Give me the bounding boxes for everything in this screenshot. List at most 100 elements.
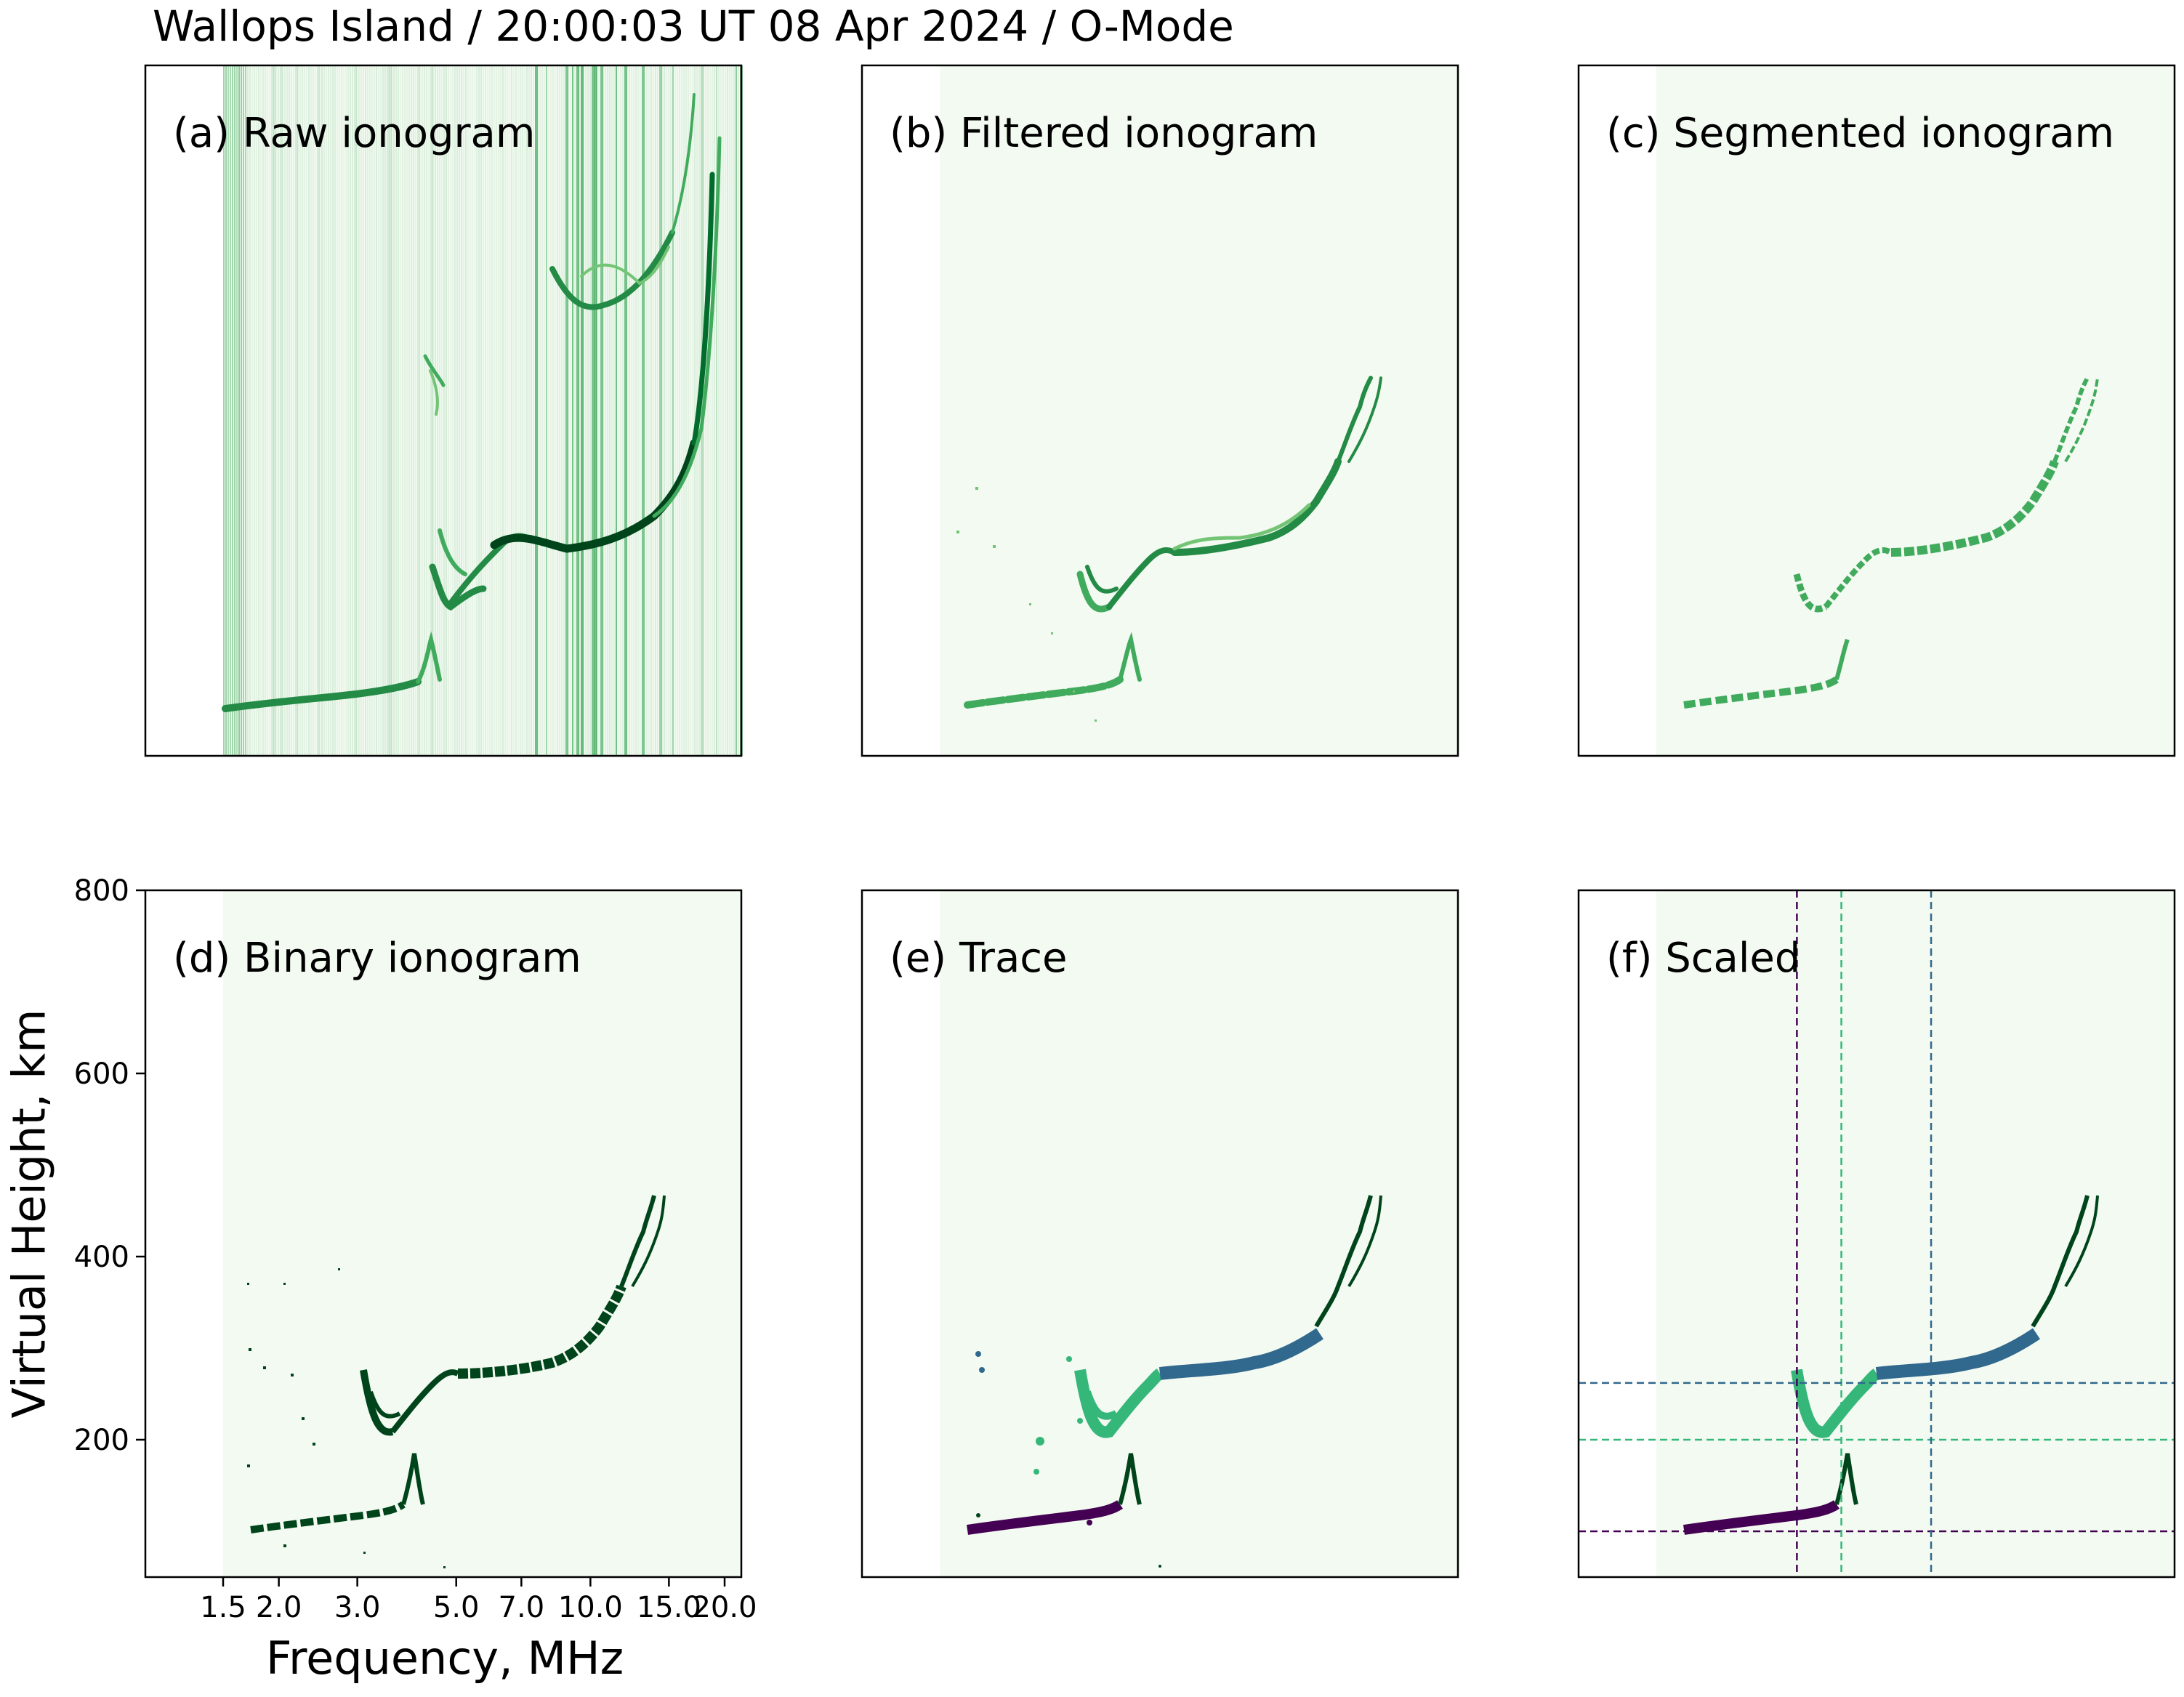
raw-noise-stripe [624, 65, 627, 756]
raw-noise-stripe [225, 65, 227, 756]
raw-noise-stripe [456, 65, 458, 756]
raw-noise-stripe [480, 65, 482, 756]
trace-e-layer [966, 1500, 1124, 1535]
raw-noise-stripe [596, 65, 597, 756]
raw-noise-stripe [293, 65, 294, 756]
raw-noise-stripe [319, 65, 321, 756]
raw-noise-stripe [681, 65, 682, 756]
raw-noise-stripe [470, 65, 471, 756]
raw-noise-stripe [498, 65, 499, 756]
raw-noise-stripe [544, 65, 545, 756]
raw-noise-stripe [432, 65, 434, 756]
raw-noise-stripe [406, 65, 408, 756]
x-tick-label: 1.5 [200, 1591, 246, 1624]
raw-noise-stripe [587, 65, 589, 756]
raw-noise-stripe [613, 65, 615, 756]
raw-noise-stripe [714, 65, 715, 756]
panel-d: (d) Binary ionogram 1.5 2.0 3.0 5.0 7.0 10.0 1… [74, 874, 757, 1624]
raw-noise-stripe [729, 65, 730, 756]
raw-noise-stripe [528, 65, 530, 756]
raw-noise-stripe [565, 65, 568, 756]
raw-noise-stripe [557, 65, 558, 756]
raw-noise-stripe [731, 65, 733, 756]
raw-noise-stripe [504, 65, 506, 756]
raw-noise-stripe [461, 65, 462, 756]
raw-noise-stripe [474, 65, 475, 756]
raw-noise-stripe [570, 65, 571, 756]
raw-noise-stripe [299, 65, 301, 756]
raw-noise-stripe [428, 65, 430, 756]
raw-noise-stripe [249, 65, 251, 756]
raw-noise-stripe [607, 65, 608, 756]
segmented-traces [1683, 376, 2099, 709]
raw-noise-stripe [511, 65, 512, 756]
raw-noise-stripe [275, 65, 277, 756]
raw-noise-stripe [339, 65, 340, 756]
raw-noise-stripe [291, 65, 292, 756]
raw-noise-stripe [232, 65, 233, 756]
raw-noise-stripe [430, 65, 433, 756]
raw-noise-stripe [720, 65, 722, 756]
raw-noise-stripe [313, 65, 314, 756]
raw-noise-stripe [247, 65, 249, 756]
raw-noise-stripe [563, 65, 565, 756]
raw-noise-stripe [267, 65, 268, 756]
raw-noise-stripe [358, 65, 360, 756]
raw-noise-stripe [581, 65, 584, 756]
raw-noise-stripe [646, 65, 648, 756]
raw-noise-stripe [262, 65, 264, 756]
panel-e-label: (e) Trace [890, 935, 1068, 982]
y-tick-label: 800 [74, 874, 129, 908]
panel-a: (a) Raw ionogram [144, 64, 743, 757]
raw-noise-stripe [568, 65, 569, 756]
raw-noise-stripe [618, 65, 619, 756]
raw-noise-stripe [378, 65, 379, 756]
raw-noise-stripe [712, 65, 713, 756]
raw-noise-stripe [688, 65, 689, 756]
panel-c-label: (c) Segmented ionogram [1606, 110, 2114, 157]
raw-noise-stripe [391, 65, 392, 756]
raw-noise-stripe [258, 65, 259, 756]
trace-f1-layer [1074, 1369, 1164, 1438]
raw-noise-stripe [459, 65, 460, 756]
raw-noise-stripe [454, 65, 456, 756]
raw-noise-stripe [443, 65, 445, 756]
raw-noise-stripe [472, 65, 473, 756]
panel-f-label: (f) Scaled [1606, 935, 1800, 982]
raw-noise-stripe [694, 65, 696, 756]
raw-noise-stripe [354, 65, 357, 756]
raw-noise-stripe [600, 65, 603, 756]
raw-noise-stripe [337, 65, 338, 756]
x-tick-label: 20.0 [692, 1591, 757, 1624]
raw-noise-stripe [341, 65, 342, 756]
raw-noise-stripe [448, 65, 449, 756]
raw-noise-stripe [297, 65, 299, 756]
raw-noise-stripe [345, 65, 347, 756]
raw-noise-stripes [223, 65, 743, 756]
raw-noise-stripe [365, 65, 366, 756]
raw-noise-stripe [736, 65, 737, 756]
filtered-specks [956, 487, 1097, 722]
scaled-traces [1683, 1195, 2099, 1535]
raw-noise-stripe [241, 65, 242, 756]
trace-specks [975, 1351, 1161, 1568]
raw-noise-stripe [374, 65, 375, 756]
raw-noise-stripe [539, 65, 541, 756]
raw-noise-stripe [738, 65, 739, 756]
raw-noise-stripe [323, 65, 325, 756]
raw-noise-stripe [265, 65, 266, 756]
raw-noise-stripe [609, 65, 611, 756]
raw-noise-stripe [502, 65, 504, 756]
raw-noise-stripe [631, 65, 632, 756]
raw-f1-trace [429, 563, 487, 611]
raw-noise-stripe [533, 65, 534, 756]
trace-f2-layer [1159, 1328, 1323, 1380]
raw-noise-stripe [404, 65, 406, 756]
raw-noise-stripe [343, 65, 344, 756]
raw-noise-stripe [548, 65, 549, 756]
raw-traces [222, 93, 722, 712]
raw-noise-stripe [626, 65, 628, 756]
raw-noise-stripe [389, 65, 392, 756]
raw-noise-stripe [705, 65, 706, 756]
